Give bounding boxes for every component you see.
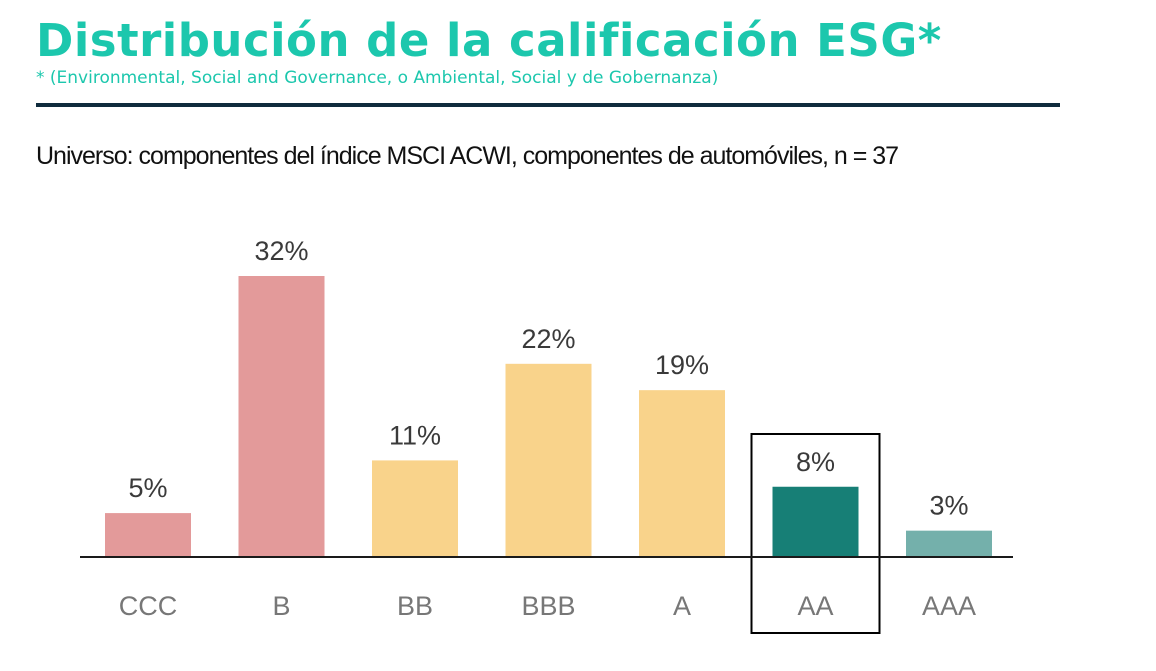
value-label-aa: 8%	[796, 447, 835, 477]
bar-aaa	[906, 530, 992, 557]
bar-aa	[772, 486, 859, 557]
category-label-a: A	[673, 591, 691, 621]
highlight-box-aa	[750, 433, 881, 634]
value-label-bbb: 22%	[521, 324, 575, 354]
value-label-a: 19%	[655, 350, 709, 380]
bar-bbb	[505, 363, 592, 557]
category-label-b: B	[272, 591, 290, 621]
value-label-ccc: 5%	[128, 473, 167, 503]
bar-a	[639, 390, 725, 557]
value-label-bb: 11%	[389, 420, 441, 450]
header-divider	[36, 103, 1060, 107]
esg-footnote: * (Environmental, Social and Governance,…	[36, 68, 719, 88]
category-label-aa: AA	[797, 591, 833, 621]
bar-ccc	[105, 513, 191, 557]
bar-bb	[372, 460, 458, 557]
category-label-ccc: CCC	[119, 591, 178, 621]
category-label-aaa: AAA	[922, 591, 976, 621]
category-label-bb: BB	[397, 591, 433, 621]
value-label-aaa: 3%	[929, 491, 968, 521]
chart-title: Distribución de la calificación ESG*	[36, 14, 942, 67]
value-label-b: 32%	[254, 236, 308, 266]
category-label-bbb: BBB	[521, 591, 575, 621]
universe-description: Universo: componentes del índice MSCI AC…	[36, 142, 899, 170]
bar-b	[238, 276, 325, 557]
